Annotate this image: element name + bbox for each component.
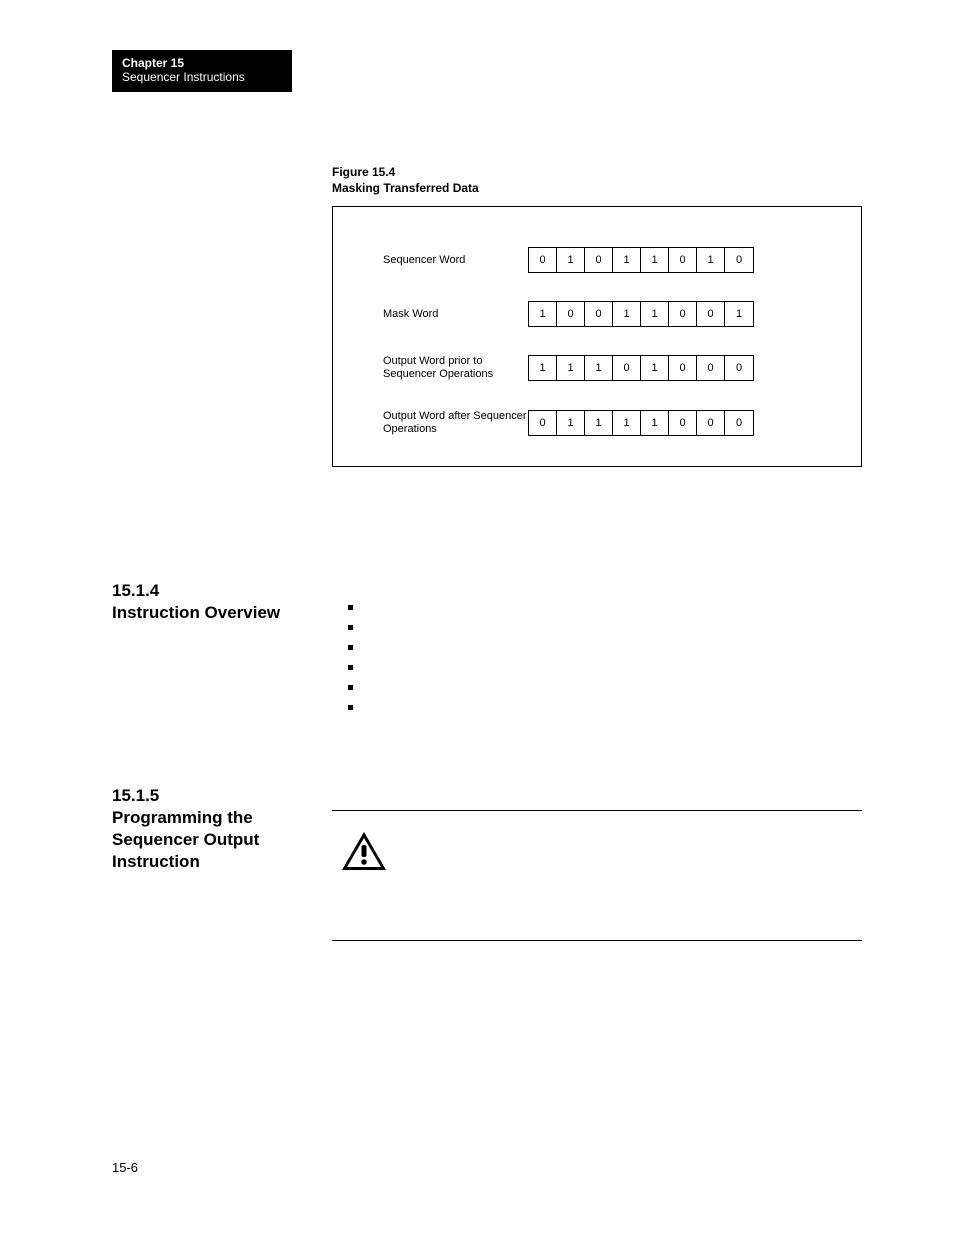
bit-cell: 0 — [669, 302, 697, 326]
page-number: 15-6 — [112, 1160, 138, 1175]
bit-cell: 1 — [641, 248, 669, 272]
bullet-marker — [348, 625, 353, 630]
bit-cell: 0 — [697, 411, 725, 435]
bit-cell: 1 — [697, 248, 725, 272]
bit-cell: 0 — [669, 356, 697, 380]
bit-row: Sequencer Word01011010 — [383, 247, 811, 273]
bit-cell: 0 — [529, 411, 557, 435]
bit-cell: 1 — [557, 356, 585, 380]
bullet-marker — [348, 685, 353, 690]
bit-cell: 1 — [585, 356, 613, 380]
bit-cell: 1 — [529, 356, 557, 380]
bit-row-label: Output Word after Sequencer Operations — [383, 410, 528, 436]
section-15-1-4: 15.1.4 Instruction Overview — [112, 580, 280, 624]
bit-cell: 0 — [725, 356, 753, 380]
bit-cell: 0 — [669, 248, 697, 272]
section-number: 15.1.5 — [112, 785, 322, 807]
section-title: Instruction Overview — [112, 602, 280, 624]
bit-cell: 1 — [641, 356, 669, 380]
bit-cell: 1 — [641, 302, 669, 326]
bit-cell: 0 — [725, 411, 753, 435]
bit-cells: 10011001 — [528, 301, 754, 327]
section-number: 15.1.4 — [112, 580, 280, 602]
bit-row-label: Sequencer Word — [383, 254, 528, 267]
figure-title: Masking Transferred Data — [332, 181, 862, 197]
figure-number: Figure 15.4 — [332, 165, 862, 181]
bit-cell: 1 — [529, 302, 557, 326]
bit-cell: 0 — [557, 302, 585, 326]
figure-caption: Figure 15.4 Masking Transferred Data — [332, 165, 862, 196]
bit-cell: 0 — [697, 302, 725, 326]
bit-cell: 1 — [613, 411, 641, 435]
figure-block: Figure 15.4 Masking Transferred Data Seq… — [332, 165, 862, 467]
bit-cell: 0 — [613, 356, 641, 380]
section-15-1-5: 15.1.5 Programming the Sequencer Output … — [112, 785, 322, 873]
bit-cell: 0 — [585, 302, 613, 326]
bit-cell: 0 — [529, 248, 557, 272]
bit-cell: 1 — [585, 411, 613, 435]
bit-cell: 1 — [725, 302, 753, 326]
figure-box: Sequencer Word01011010Mask Word10011001O… — [332, 206, 862, 467]
bit-cells: 11101000 — [528, 355, 754, 381]
divider-bottom — [332, 940, 862, 941]
bit-cell: 0 — [585, 248, 613, 272]
bit-cell: 1 — [641, 411, 669, 435]
bit-cells: 01011010 — [528, 247, 754, 273]
attention-icon — [340, 830, 388, 877]
section-title: Programming the Sequencer Output Instruc… — [112, 807, 322, 873]
chapter-subtitle: Sequencer Instructions — [122, 70, 282, 84]
bit-cell: 0 — [697, 356, 725, 380]
bullet-marker — [348, 665, 353, 670]
bit-row-label: Mask Word — [383, 308, 528, 321]
bit-cell: 1 — [557, 248, 585, 272]
chapter-number: Chapter 15 — [122, 56, 282, 70]
bullet-list — [348, 605, 353, 725]
bit-cell: 0 — [669, 411, 697, 435]
chapter-header: Chapter 15 Sequencer Instructions — [112, 50, 292, 92]
bullet-marker — [348, 705, 353, 710]
bit-row: Output Word prior to Sequencer Operation… — [383, 355, 811, 381]
bullet-marker — [348, 645, 353, 650]
bit-row: Mask Word10011001 — [383, 301, 811, 327]
bit-cell: 1 — [557, 411, 585, 435]
bit-cell: 0 — [725, 248, 753, 272]
bit-cell: 1 — [613, 248, 641, 272]
bit-cells: 01111000 — [528, 410, 754, 436]
divider-top — [332, 810, 862, 811]
bit-cell: 1 — [613, 302, 641, 326]
bit-row-label: Output Word prior to Sequencer Operation… — [383, 355, 528, 381]
bit-row: Output Word after Sequencer Operations01… — [383, 410, 811, 436]
bullet-marker — [348, 605, 353, 610]
